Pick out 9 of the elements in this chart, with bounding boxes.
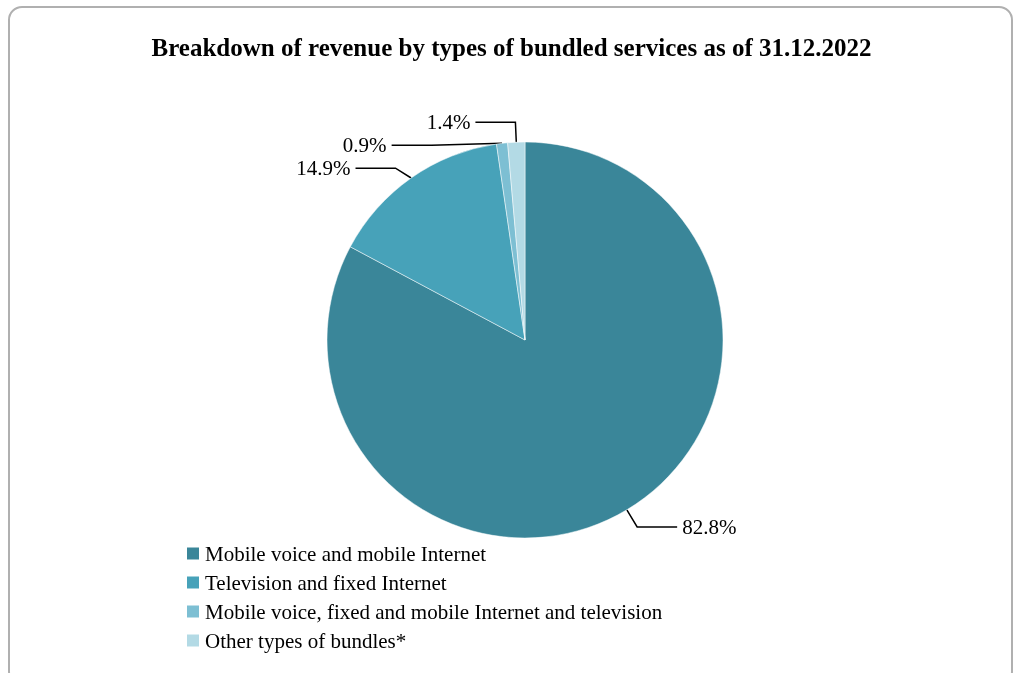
data-label: 1.4% [426, 110, 471, 135]
legend-label: Television and fixed Internet [205, 570, 447, 595]
legend-label: Mobile voice, fixed and mobile Internet and television [205, 599, 663, 624]
data-label: 0.9% [342, 133, 387, 158]
data-label: 82.8% [682, 514, 737, 539]
chart-title: Breakdown of revenue by types of bundled services as of 31.12.2022 [151, 33, 872, 61]
legend-label: Mobile voice and mobile Internet [205, 541, 487, 566]
data-label: 14.9% [296, 156, 351, 181]
legend-label: Other types of bundles* [205, 628, 407, 653]
